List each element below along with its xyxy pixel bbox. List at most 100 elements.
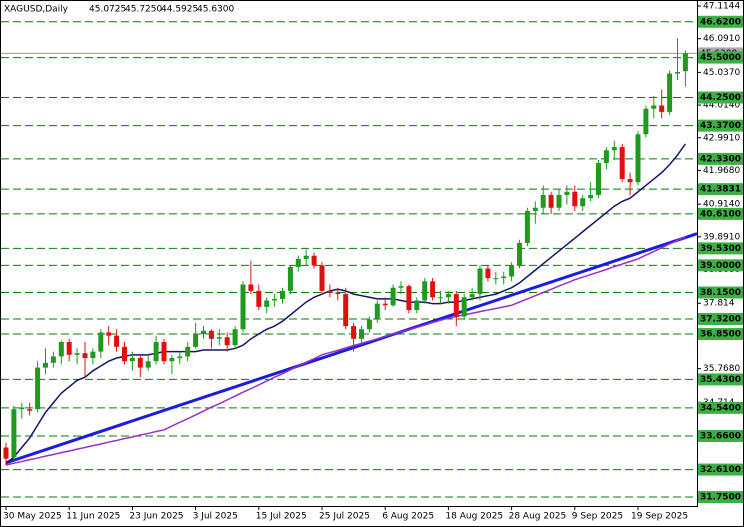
level-box <box>698 463 743 476</box>
level-label: 45.5000 <box>700 53 741 63</box>
candle-body <box>588 195 594 199</box>
level-box <box>698 91 743 104</box>
level-box <box>698 242 743 255</box>
candle-body <box>248 284 254 291</box>
x-tick-label: 15 Jul 2025 <box>256 512 307 522</box>
candle-body <box>82 353 88 359</box>
candle-body <box>532 207 538 211</box>
candle-body <box>682 53 688 72</box>
ohlc-high: 45.7250 <box>125 5 162 15</box>
candle-body <box>185 346 191 357</box>
candle-body <box>627 179 633 183</box>
candle-body <box>572 191 578 207</box>
y-tick-label: 37.814 <box>703 299 735 309</box>
candle-body <box>453 294 459 317</box>
level-label: 31.7500 <box>700 493 741 503</box>
level-label: 41.3831 <box>700 185 741 195</box>
level-label: 40.6100 <box>700 209 741 219</box>
x-tick-label: 19 Sep 2025 <box>631 512 688 522</box>
candle-body <box>74 353 80 355</box>
y-tick-label: 35.7680 <box>703 364 740 374</box>
candle-body <box>256 290 262 307</box>
y-tick-label: 45.0370 <box>703 68 740 78</box>
candle-body <box>193 334 199 347</box>
candle-body <box>224 337 230 346</box>
candle-body <box>90 351 96 359</box>
ohlc-low: 44.5925 <box>161 5 198 15</box>
candle-body <box>287 266 293 291</box>
x-tick-label: 6 Aug 2025 <box>382 512 434 522</box>
level-box <box>698 286 743 299</box>
candle-body <box>272 298 278 301</box>
candle-body <box>556 195 562 208</box>
candle-body <box>596 163 601 196</box>
candle-body <box>524 210 530 243</box>
level-label: 35.4300 <box>700 375 741 385</box>
level-label: 46.6200 <box>700 17 741 27</box>
candle-body <box>295 258 301 267</box>
candle-body <box>264 300 270 307</box>
candle-body <box>509 265 515 277</box>
level-label: 42.3300 <box>700 154 741 164</box>
level-box <box>698 401 743 414</box>
ohlc-open: 45.0725 <box>89 5 126 15</box>
candle-body <box>311 255 317 266</box>
candle-body <box>651 105 657 109</box>
candle-body <box>501 276 507 279</box>
candle-body <box>58 342 64 357</box>
candle-body <box>280 290 285 299</box>
candle-body <box>398 286 404 288</box>
candle-body <box>177 356 183 359</box>
candle-body <box>667 73 673 112</box>
level-box <box>698 259 743 272</box>
candle-body <box>422 281 428 301</box>
axis-layer: 47.1144 46.0910 45.0370 44.0140 42.9910 41.96… <box>3 1 743 522</box>
candle-body <box>414 300 420 311</box>
candle-body <box>208 330 214 339</box>
marks-layer <box>3 38 698 466</box>
candle-body <box>603 150 609 164</box>
x-tick-label: 25 Jul 2025 <box>319 512 370 522</box>
candle-body <box>335 292 341 295</box>
candle-body <box>129 358 135 362</box>
level-box <box>698 313 743 326</box>
candle-body <box>3 447 9 459</box>
candle-body <box>517 242 522 266</box>
candle-body <box>359 329 364 339</box>
level-box <box>698 207 743 220</box>
symbol: XAGUSD,Daily <box>4 5 69 15</box>
level-label: 38.1500 <box>700 288 741 298</box>
candle-body <box>98 332 104 352</box>
y-tick-label: 41.9680 <box>703 166 740 176</box>
y-tick-label: 44.0140 <box>703 101 740 111</box>
candle-body <box>619 147 625 180</box>
candle-body <box>469 294 475 298</box>
candle-body <box>137 358 143 368</box>
candle-body <box>201 330 206 335</box>
level-box <box>698 183 743 196</box>
level-label: 36.8500 <box>700 330 741 340</box>
candle-body <box>382 303 388 306</box>
candle-body <box>106 332 112 336</box>
candle-body <box>303 255 309 259</box>
candle-body <box>161 342 167 362</box>
y-tick-label: 39.8910 <box>703 232 740 242</box>
candle-body <box>169 358 175 362</box>
y-tick-label: 47.1144 <box>703 1 740 11</box>
level-label: 37.3200 <box>700 315 741 325</box>
candle-body <box>232 329 238 346</box>
candle-body <box>122 346 127 362</box>
candle-body <box>366 319 372 330</box>
candle-body <box>153 342 159 362</box>
trendline <box>5 236 686 465</box>
candle-body <box>343 294 349 327</box>
candle-body <box>319 265 325 291</box>
ma-line <box>5 235 686 466</box>
candle-body <box>580 198 586 207</box>
level-label: 34.5400 <box>700 403 741 413</box>
candle-body <box>35 367 41 410</box>
candle-body <box>11 409 17 458</box>
candle-body <box>27 409 33 411</box>
